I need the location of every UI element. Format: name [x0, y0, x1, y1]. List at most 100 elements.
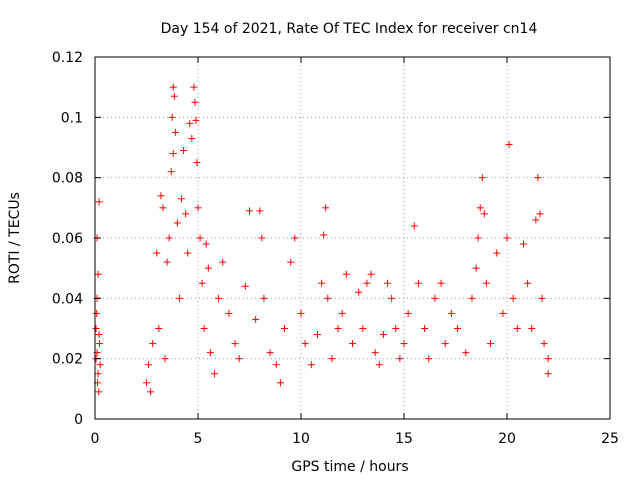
- data-point: [170, 92, 178, 100]
- data-point: [462, 349, 470, 357]
- data-point: [206, 349, 214, 357]
- data-point: [487, 340, 495, 348]
- data-point: [322, 204, 330, 212]
- data-point: [171, 128, 179, 136]
- data-point: [175, 294, 183, 302]
- data-point: [96, 361, 104, 369]
- data-point: [95, 198, 103, 206]
- data-point: [375, 361, 383, 369]
- y-axis-title: ROTI / TECUs: [7, 192, 23, 284]
- data-point: [307, 361, 315, 369]
- y-tick-label: 0.06: [52, 231, 83, 247]
- data-point: [474, 234, 482, 242]
- data-point: [260, 294, 268, 302]
- data-point: [168, 113, 176, 121]
- data-point: [493, 249, 501, 257]
- data-point: [202, 240, 210, 248]
- data-point: [246, 207, 253, 215]
- data-point: [157, 192, 165, 200]
- data-point: [482, 279, 490, 287]
- data-point: [167, 168, 175, 176]
- data-point: [219, 258, 227, 266]
- data-point: [155, 325, 163, 332]
- data-point: [447, 309, 455, 317]
- data-point: [169, 83, 177, 91]
- data-point: [410, 222, 418, 230]
- data-point: [210, 370, 218, 378]
- data-point: [165, 234, 173, 242]
- data-point: [297, 309, 305, 317]
- data-point: [159, 204, 167, 212]
- data-point: [287, 258, 295, 266]
- data-point: [163, 258, 171, 266]
- data-point: [476, 204, 484, 212]
- data-point: [291, 234, 299, 242]
- data-point: [143, 379, 150, 387]
- data-point: [94, 370, 102, 378]
- data-point: [338, 309, 346, 317]
- data-point: [349, 340, 356, 348]
- data-point: [388, 294, 396, 302]
- x-tick-label: 5: [194, 431, 203, 447]
- data-point: [396, 355, 404, 363]
- data-point: [478, 174, 486, 182]
- data-point: [425, 355, 433, 363]
- data-point: [93, 309, 101, 317]
- data-point: [342, 270, 350, 278]
- data-point: [266, 349, 274, 357]
- data-point: [191, 98, 199, 106]
- data-point: [363, 279, 371, 287]
- axis-ticks: 0 5 10 15 20 25 0 0.02 0.04 0.06 0.08 0.1 0.12: [52, 50, 619, 447]
- data-point: [178, 195, 186, 203]
- data-point: [180, 147, 188, 155]
- data-point: [499, 309, 507, 317]
- data-point: [198, 279, 206, 287]
- x-tick-label: 20: [498, 431, 516, 447]
- data-point: [256, 207, 264, 215]
- data-point: [320, 231, 328, 239]
- data-point: [231, 340, 239, 348]
- data-point: [153, 249, 161, 257]
- data-point: [196, 234, 204, 242]
- x-tick-label: 25: [601, 431, 619, 447]
- data-point: [225, 309, 233, 317]
- y-tick-label: 0.02: [52, 352, 83, 368]
- data-point: [421, 325, 429, 332]
- data-point: [355, 288, 363, 296]
- data-point: [94, 270, 102, 278]
- data-point: [324, 294, 332, 302]
- data-point: [328, 355, 336, 363]
- data-point: [193, 159, 201, 167]
- data-point: [145, 361, 153, 369]
- data-point: [276, 379, 284, 387]
- data-point: [147, 388, 155, 396]
- data-point: [468, 294, 476, 302]
- data-point: [532, 216, 540, 224]
- data-point: [509, 294, 517, 302]
- x-axis-title: GPS time / hours: [291, 459, 408, 475]
- data-point: [188, 134, 196, 142]
- data-point: [192, 116, 200, 124]
- data-point: [414, 279, 422, 287]
- y-tick-label: 0: [74, 412, 83, 428]
- data-point: [437, 279, 445, 287]
- data-point: [544, 370, 552, 378]
- data-point: [392, 325, 400, 332]
- data-point: [96, 340, 104, 348]
- data-point: [194, 204, 202, 212]
- data-point: [536, 210, 544, 218]
- y-tick-label: 0.1: [61, 110, 83, 126]
- data-point: [200, 325, 208, 332]
- data-point: [538, 294, 546, 302]
- data-point: [184, 249, 192, 257]
- data-point: [371, 349, 379, 357]
- data-point: [524, 279, 532, 287]
- y-tick-label: 0.12: [52, 50, 83, 66]
- data-point: [161, 355, 169, 363]
- data-point: [95, 331, 103, 339]
- data-points: [92, 83, 552, 396]
- data-point: [186, 119, 194, 127]
- data-point: [281, 325, 289, 332]
- data-point: [241, 282, 249, 290]
